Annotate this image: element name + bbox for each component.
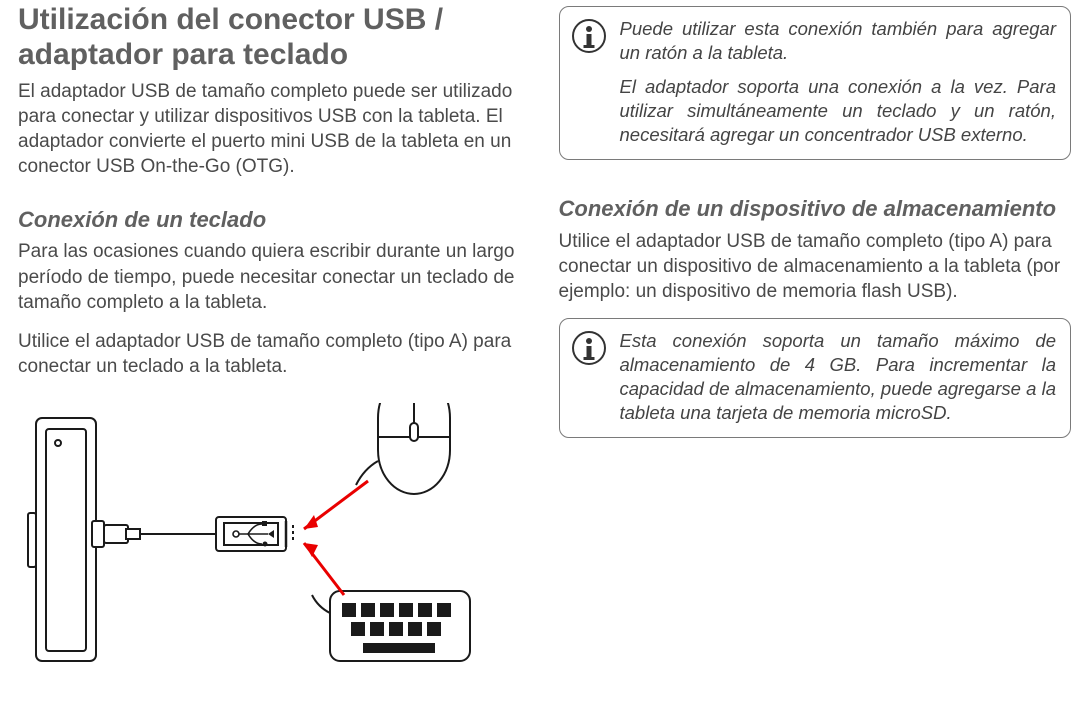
connection-diagram — [18, 393, 531, 716]
info-text: Puede utilizar esta conexión también par… — [620, 17, 1057, 147]
info2-p1: Esta conexión soporta un tamaño máximo d… — [620, 329, 1057, 425]
left-column: Utilización del conector USB / adaptador… — [18, 0, 531, 716]
diagram-svg — [18, 403, 538, 678]
page: Utilización del conector USB / adaptador… — [0, 0, 1089, 716]
info-box-storage: Esta conexión soporta un tamaño máximo d… — [559, 318, 1072, 438]
storage-p1: Utilice el adaptador USB de tamaño compl… — [559, 229, 1072, 304]
keyboard-heading: Conexión de un teclado — [18, 207, 531, 233]
right-column: Puede utilizar esta conexión también par… — [559, 0, 1072, 716]
info1-p1: Puede utilizar esta conexión también par… — [620, 17, 1057, 65]
info-icon — [572, 331, 606, 365]
info-text: Esta conexión soporta un tamaño máximo d… — [620, 329, 1057, 425]
info-icon — [572, 19, 606, 53]
info1-p2: El adaptador soporta una conexión a la v… — [620, 75, 1057, 147]
page-title: Utilización del conector USB / adaptador… — [18, 2, 531, 73]
storage-heading: Conexión de un dispositivo de almacenami… — [559, 196, 1072, 222]
keyboard-p2: Utilice el adaptador USB de tamaño compl… — [18, 329, 531, 379]
info-box-mouse: Puede utilizar esta conexión también par… — [559, 6, 1072, 160]
intro-paragraph: El adaptador USB de tamaño completo pued… — [18, 79, 531, 179]
keyboard-p1: Para las ocasiones cuando quiera escribi… — [18, 239, 531, 314]
